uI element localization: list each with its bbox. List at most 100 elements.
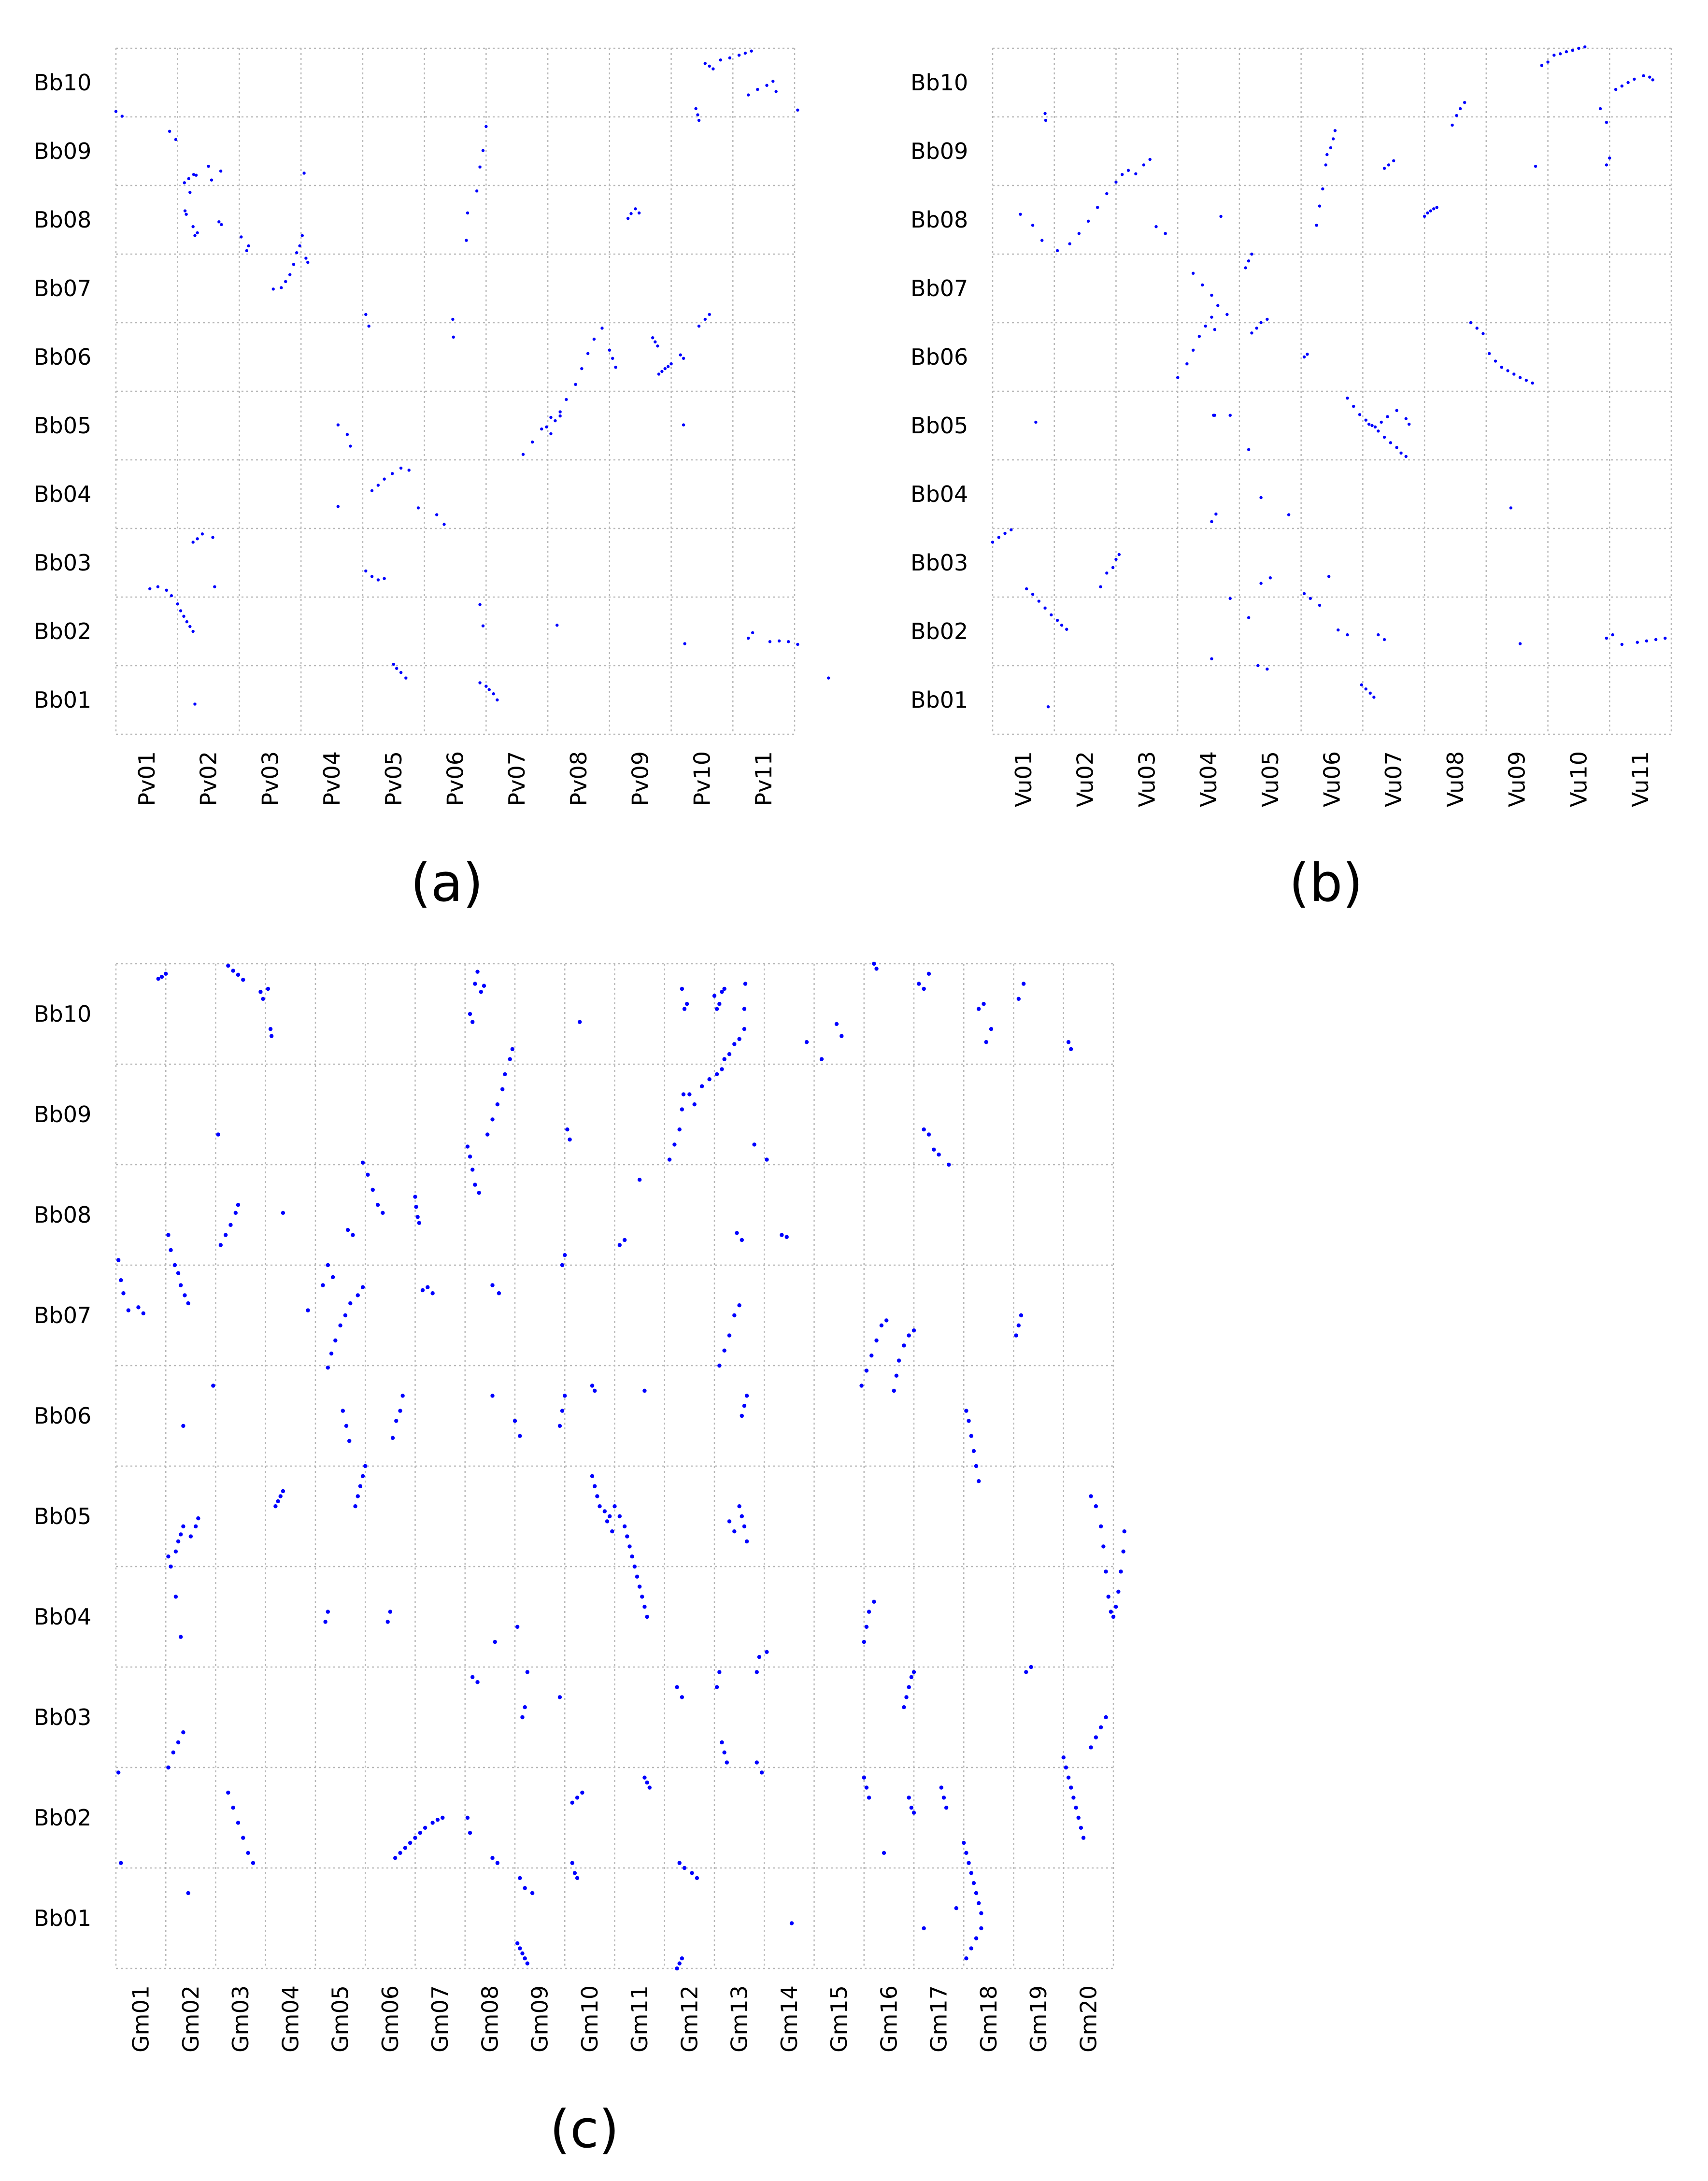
data-point — [882, 1851, 886, 1855]
data-point — [1043, 606, 1047, 610]
data-point — [1432, 207, 1436, 211]
data-point — [1329, 146, 1333, 150]
data-point — [834, 1022, 839, 1026]
data-point — [977, 1007, 981, 1011]
data-point — [720, 990, 724, 994]
data-point — [1389, 441, 1393, 444]
data-point — [298, 244, 301, 248]
data-point — [637, 211, 641, 214]
data-point — [1302, 355, 1306, 359]
data-point — [627, 1544, 632, 1549]
data-point — [557, 1695, 562, 1699]
data-point — [740, 1514, 744, 1519]
data-point — [864, 1368, 869, 1373]
data-point — [1404, 417, 1408, 420]
data-point — [1540, 64, 1543, 67]
data-point — [1244, 266, 1247, 270]
data-point — [737, 1504, 741, 1509]
data-point — [1481, 332, 1485, 335]
data-point — [1037, 599, 1040, 603]
grid-a — [115, 47, 796, 735]
data-point — [404, 676, 408, 680]
data-point — [1016, 1323, 1021, 1327]
y-tick-label: Bb02 — [34, 1805, 91, 1831]
data-point — [680, 1107, 684, 1112]
x-tick-label: Vu06 — [1319, 751, 1345, 807]
y-tick-label: Bb08 — [911, 207, 968, 233]
data-point — [1346, 397, 1349, 400]
data-point — [1069, 1785, 1073, 1790]
data-point — [1210, 657, 1213, 661]
data-point — [510, 1047, 515, 1051]
data-point — [1077, 232, 1081, 235]
data-point — [629, 212, 633, 215]
data-point — [964, 1851, 968, 1855]
data-point — [600, 327, 604, 330]
data-point — [1114, 180, 1118, 184]
y-tick-label: Bb04 — [34, 481, 91, 507]
data-point — [1121, 173, 1124, 176]
data-point — [188, 191, 192, 194]
data-point — [570, 1800, 574, 1805]
data-point — [194, 1524, 198, 1528]
data-point — [1121, 1549, 1125, 1554]
data-point — [1404, 455, 1408, 458]
data-point — [675, 1685, 679, 1689]
data-point — [859, 1383, 864, 1388]
data-point — [796, 642, 799, 646]
data-point — [819, 1057, 824, 1061]
data-point — [470, 1168, 475, 1172]
data-point — [1074, 1806, 1078, 1810]
x-tick-label: Gm07 — [427, 1985, 453, 2053]
data-point — [478, 165, 482, 169]
data-point — [904, 1695, 909, 1699]
data-point — [1213, 413, 1217, 417]
data-point — [1399, 451, 1403, 455]
data-point — [954, 1906, 958, 1910]
data-point — [473, 1183, 477, 1187]
data-point — [171, 1750, 175, 1754]
data-point — [492, 692, 495, 696]
data-point — [1620, 84, 1624, 88]
data-point — [894, 1373, 899, 1378]
data-point — [580, 1790, 584, 1795]
data-point — [1605, 637, 1608, 640]
data-point — [554, 419, 557, 423]
data-point — [1055, 619, 1059, 622]
y-tick-label: Bb05 — [911, 413, 968, 439]
data-point — [1651, 78, 1654, 82]
x-tick-label: Vu03 — [1134, 751, 1160, 807]
data-point — [944, 1806, 949, 1810]
points-c — [116, 961, 1126, 1971]
data-point — [1250, 252, 1253, 256]
data-point — [1518, 376, 1522, 379]
data-point — [590, 1383, 595, 1388]
data-point — [241, 1836, 245, 1840]
y-tick-label: Bb02 — [911, 618, 968, 644]
data-point — [1324, 163, 1327, 167]
data-point — [703, 317, 707, 321]
data-point — [1426, 211, 1429, 214]
data-point — [964, 1409, 968, 1413]
data-point — [714, 1072, 719, 1076]
x-tick-label: Vu02 — [1072, 751, 1098, 807]
data-point — [1309, 597, 1312, 600]
x-tick-label: Gm01 — [128, 1985, 154, 2053]
data-point — [669, 362, 673, 366]
data-point — [126, 1308, 131, 1312]
data-point — [497, 1291, 501, 1296]
data-point — [228, 1223, 233, 1227]
y-tick-label: Bb10 — [911, 70, 968, 96]
data-point — [1081, 1836, 1086, 1840]
data-point — [186, 1891, 190, 1896]
data-point — [864, 1785, 869, 1790]
data-point — [400, 1394, 405, 1398]
data-point — [549, 415, 553, 419]
data-point — [465, 1144, 470, 1149]
y-tick-label: Bb01 — [34, 687, 91, 713]
data-point — [765, 1157, 769, 1162]
data-point — [680, 1956, 684, 1961]
data-point — [1451, 123, 1454, 127]
data-point — [1552, 54, 1556, 57]
data-point — [390, 1436, 395, 1440]
